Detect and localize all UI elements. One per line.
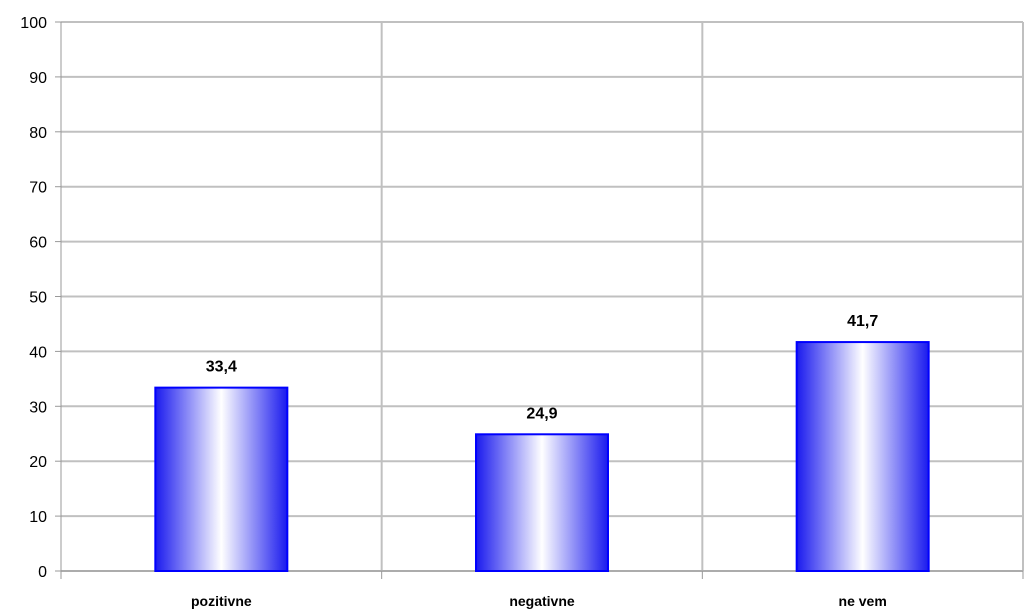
y-tick-label: 70 xyxy=(29,180,47,197)
bar-pozitivne xyxy=(154,386,289,572)
y-tick-label: 50 xyxy=(29,290,47,307)
y-tick-label: 60 xyxy=(29,235,47,252)
data-label: 41,7 xyxy=(847,313,878,330)
data-label: 24,9 xyxy=(526,405,557,422)
y-tick-label: 80 xyxy=(29,125,47,142)
y-tick-label: 10 xyxy=(29,509,47,526)
y-tick-label: 90 xyxy=(29,70,47,87)
y-tick-label: 100 xyxy=(20,15,47,32)
x-category-label: ne vem xyxy=(839,593,887,609)
x-category-label: negativne xyxy=(509,593,575,609)
y-tick-label: 0 xyxy=(38,564,47,581)
labels: 0 10 20 30 40 50 60 70 80 90 100 33,4 pozitivne 24,9 n… xyxy=(20,15,886,609)
bar-negativne xyxy=(475,433,609,573)
data-label: 33,4 xyxy=(206,359,237,376)
x-category-label: pozitivne xyxy=(191,593,252,609)
bar-ne-vem xyxy=(795,341,930,572)
y-tick-label: 40 xyxy=(29,344,47,361)
bars xyxy=(154,341,930,573)
y-tick-label: 30 xyxy=(29,399,47,416)
grid-lines xyxy=(61,21,1024,572)
y-tick-label: 20 xyxy=(29,454,47,471)
